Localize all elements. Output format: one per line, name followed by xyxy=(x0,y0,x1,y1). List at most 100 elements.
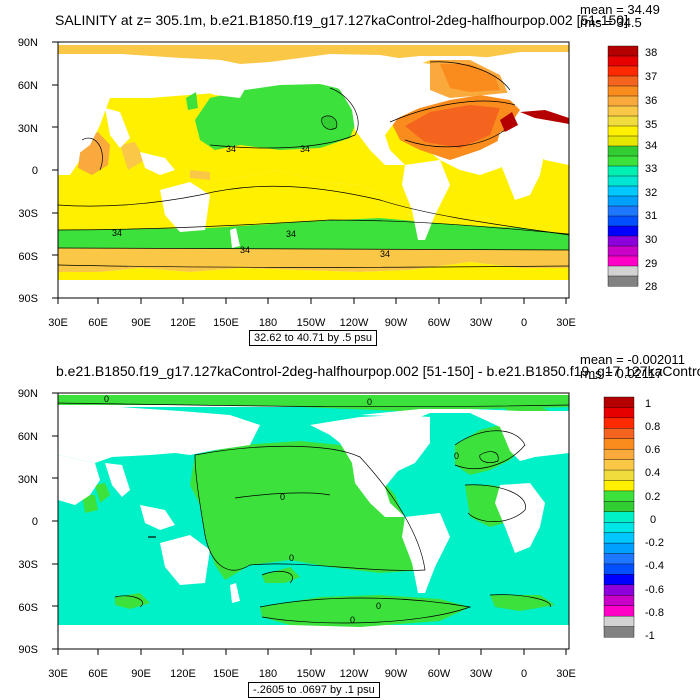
colorbar-swatch xyxy=(603,480,635,492)
top-contour-label: 34 xyxy=(380,249,390,259)
colorbar-tick-label: 31 xyxy=(645,210,657,222)
colorbar-swatch xyxy=(607,205,639,217)
colorbar-swatch xyxy=(603,396,635,408)
colorbar-tick-label: 34 xyxy=(645,140,657,152)
lon-tick-label: 120W xyxy=(340,668,369,680)
top-rms-label: rms = 34.5 xyxy=(580,15,642,30)
lon-tick-label: 90W xyxy=(385,317,408,329)
colorbar-tick-label: -0.2 xyxy=(645,537,664,549)
lon-tick-label: 150W xyxy=(297,317,326,329)
lat-tick-label: 30S xyxy=(18,208,38,220)
top-contour-label: 34 xyxy=(286,229,296,239)
colorbar-tick-label: 0 xyxy=(650,514,656,526)
bottom-colorbar xyxy=(603,396,635,638)
lon-tick-label: 30E xyxy=(48,668,68,680)
colorbar-swatch xyxy=(607,225,639,237)
bottom-contour-label: 0 xyxy=(367,397,372,407)
bottom-colorbar-labels: 1 0.8 0.6 0.4 0.2 0 -0.2 -0.4 -0.6 -0.8 … xyxy=(645,398,664,642)
colorbar-swatch xyxy=(603,511,635,523)
colorbar-tick-label: -1 xyxy=(645,630,655,642)
colorbar-swatch xyxy=(603,584,635,596)
bottom-contour-label: 0 xyxy=(289,553,294,563)
bottom-contour-label: 0 xyxy=(104,394,109,404)
lon-tick-label: 150E xyxy=(213,668,239,680)
colorbar-swatch xyxy=(603,605,635,617)
lat-tick-label: 30S xyxy=(18,559,38,571)
top-map-title: SALINITY at z= 305.1m, b.e21.B1850.f19_g… xyxy=(55,12,628,28)
colorbar-swatch xyxy=(603,501,635,513)
lon-tick-label: 0 xyxy=(521,317,527,329)
top-contour-label: 34 xyxy=(226,144,236,154)
colorbar-tick-label: 28 xyxy=(645,281,657,293)
colorbar-swatch xyxy=(603,574,635,586)
colorbar-tick-label: -0.4 xyxy=(645,560,664,572)
bottom-mean-label: mean = -0.002011 xyxy=(580,352,685,367)
bottom-contour-label: 0 xyxy=(280,492,285,502)
colorbar-tick-label: 35 xyxy=(645,119,657,131)
lat-tick-label: 60N xyxy=(18,80,38,92)
lon-tick-label: 90E xyxy=(131,317,151,329)
colorbar-swatch xyxy=(607,55,639,67)
bottom-contour-label: 0 xyxy=(350,615,355,625)
lat-tick-label: 60N xyxy=(18,431,38,443)
colorbar-tick-label: 0.6 xyxy=(645,444,660,456)
lon-tick-label: 180 xyxy=(259,317,277,329)
lon-tick-label: 180 xyxy=(259,668,277,680)
colorbar-swatch xyxy=(607,115,639,127)
lon-tick-label: 60E xyxy=(88,317,108,329)
colorbar-swatch xyxy=(603,490,635,502)
colorbar-tick-label: 36 xyxy=(645,95,657,107)
colorbar-tick-label: 38 xyxy=(645,47,657,59)
top-colorbar xyxy=(607,45,639,287)
colorbar-swatch xyxy=(603,615,635,628)
colorbar-swatch xyxy=(603,469,635,481)
lat-tick-label: 90N xyxy=(18,388,38,400)
lon-tick-label: 30W xyxy=(470,317,493,329)
lon-tick-label: 30E xyxy=(48,317,68,329)
colorbar-swatch xyxy=(607,95,639,107)
lon-tick-label: 30W xyxy=(470,668,493,680)
lon-tick-label: 150E xyxy=(213,317,239,329)
lat-tick-label: 30N xyxy=(18,474,38,486)
lon-tick-label: 90W xyxy=(385,668,408,680)
top-range-label: 32.62 to 40.71 by .5 psu xyxy=(249,330,378,346)
colorbar-tick-label: -0.8 xyxy=(645,607,664,619)
lon-tick-label: 30E xyxy=(556,317,576,329)
colorbar-tick-label: 37 xyxy=(645,71,657,83)
colorbar-swatch xyxy=(607,135,639,147)
lon-tick-label: 120W xyxy=(340,317,369,329)
colorbar-swatch xyxy=(607,105,639,117)
colorbar-tick-label: -0.6 xyxy=(645,584,664,596)
colorbar-swatch xyxy=(603,438,635,450)
lon-tick-label: 60E xyxy=(88,668,108,680)
lat-tick-label: 30N xyxy=(18,123,38,135)
colorbar-swatch xyxy=(603,542,635,555)
colorbar-swatch xyxy=(603,448,635,461)
colorbar-swatch xyxy=(607,255,639,267)
colorbar-tick-label: 0.2 xyxy=(645,491,660,503)
colorbar-swatch xyxy=(607,45,639,57)
colorbar-swatch xyxy=(603,417,635,429)
colorbar-swatch xyxy=(607,265,639,277)
bottom-rms-label: rms = 0.02117 xyxy=(580,366,663,381)
colorbar-swatch xyxy=(607,175,639,187)
colorbar-swatch xyxy=(603,553,635,565)
colorbar-swatch xyxy=(607,185,639,197)
colorbar-swatch xyxy=(607,125,639,137)
lon-tick-label: 30E xyxy=(556,668,576,680)
lat-tick-label: 0 xyxy=(32,516,38,528)
lon-tick-label: 60W xyxy=(428,317,451,329)
colorbar-tick-label: 0.8 xyxy=(645,421,660,433)
colorbar-tick-label: 1 xyxy=(645,398,651,410)
top-salinity-map: 34 34 34 34 34 34 90N 60N 30N 0 30S 60S … xyxy=(18,37,657,329)
colorbar-swatch xyxy=(603,522,635,534)
lon-tick-label: 0 xyxy=(521,668,527,680)
colorbar-swatch xyxy=(603,563,635,575)
colorbar-tick-label: 33 xyxy=(645,163,657,175)
lat-tick-label: 60S xyxy=(18,251,38,263)
colorbar-swatch xyxy=(603,626,635,638)
top-contour-label: 34 xyxy=(112,228,122,238)
bottom-difference-map: 0 0 0 0 0 0 0 90N 60N 30N 0 30S 60S 90S … xyxy=(18,388,664,680)
bottom-map-title: b.e21.B1850.f19_g17.127kaControl-2deg-ha… xyxy=(56,363,700,379)
top-contour-label: 34 xyxy=(240,245,250,255)
